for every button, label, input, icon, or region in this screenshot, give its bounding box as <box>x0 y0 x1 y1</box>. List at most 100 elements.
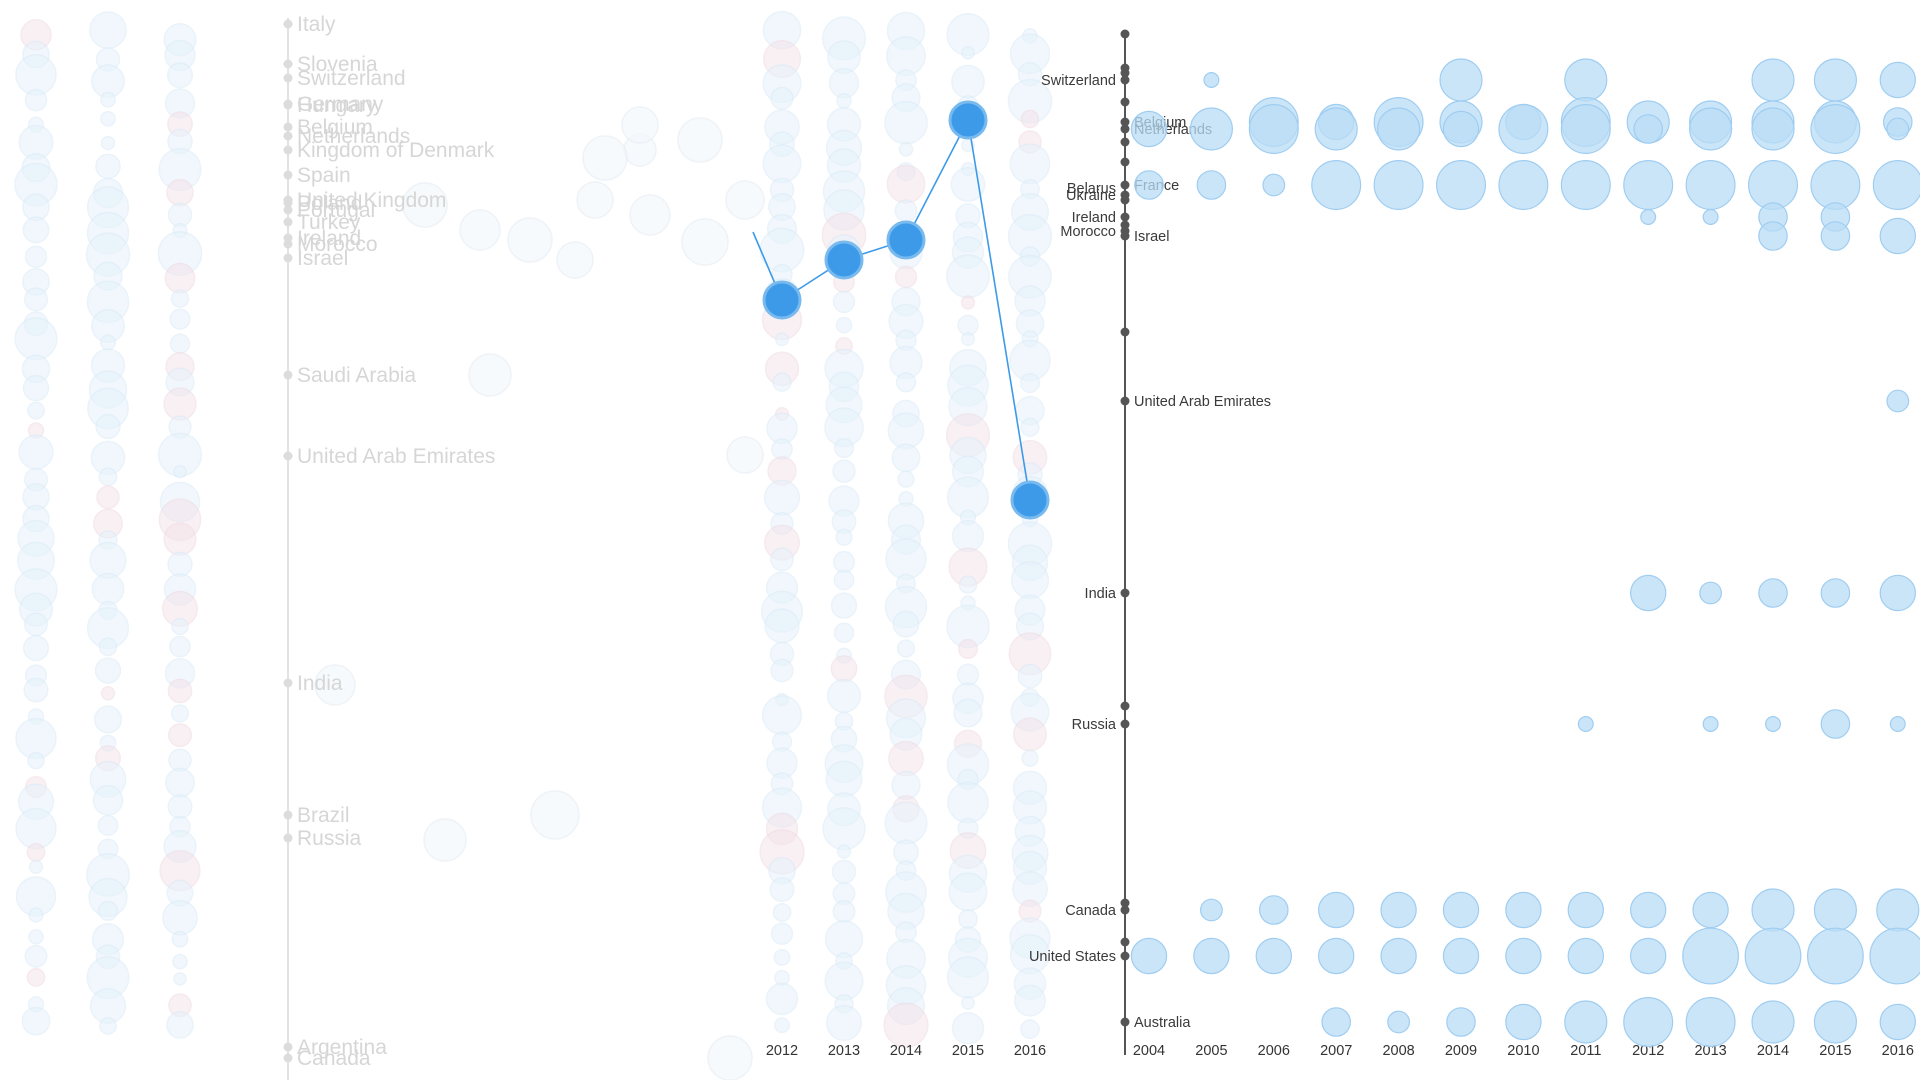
bubble <box>1758 221 1788 251</box>
country-label: United Arab Emirates <box>1134 394 1271 410</box>
bubble <box>1640 209 1657 226</box>
ghost-country-label: Argentina <box>297 1036 387 1059</box>
ghost-bubble <box>835 528 853 546</box>
ghost-bubble <box>948 872 988 912</box>
ghost-bubble <box>774 969 790 986</box>
bubble <box>1685 996 1736 1047</box>
year-label: 2011 <box>1570 1043 1601 1059</box>
ghost-bubble <box>167 551 193 577</box>
bubble <box>1682 927 1739 985</box>
ghost-bubble <box>28 907 44 923</box>
ghost-bubble <box>772 903 792 922</box>
bubble <box>1564 58 1608 102</box>
bubble <box>1820 578 1851 608</box>
bubble <box>1747 160 1798 211</box>
bubble <box>1189 107 1234 151</box>
bubble <box>1886 117 1910 141</box>
axis-dot <box>1120 97 1130 107</box>
bubble <box>1688 107 1733 151</box>
bubble <box>1505 1003 1542 1041</box>
ghost-bubble <box>94 657 122 684</box>
ghost-bubble <box>831 859 857 884</box>
ghost-bubble <box>761 695 803 736</box>
ghost-country-label: Canada <box>297 1047 371 1070</box>
mid-year-label: 2014 <box>890 1043 922 1059</box>
ghost-bubble <box>897 470 915 488</box>
axis-dot <box>1120 29 1130 39</box>
ghost-bubble <box>1019 373 1041 394</box>
ghost-bubble <box>22 635 50 662</box>
ghost-bubble <box>171 617 189 636</box>
ghost-bubble <box>96 485 120 510</box>
ghost-bubble <box>960 295 976 310</box>
year-label: 2008 <box>1382 1043 1414 1059</box>
bubble <box>1196 170 1227 200</box>
ghost-bubble <box>769 876 795 903</box>
ghost-bubble <box>764 608 800 644</box>
ghost-bubble <box>825 760 863 798</box>
ghost-bubble <box>1010 561 1050 600</box>
ghost-axis-dot <box>283 833 293 843</box>
ghost-country-label: Saudi Arabia <box>297 364 416 387</box>
ghost-bubble <box>22 193 50 222</box>
ghost-bubble <box>884 100 928 145</box>
axis-dot <box>1120 231 1130 241</box>
ghost-bubble <box>28 929 44 945</box>
ghost-bubble <box>677 117 723 163</box>
bubble <box>1629 937 1667 975</box>
bubble <box>1879 61 1917 99</box>
bubble <box>1813 1000 1858 1044</box>
country-label: Ireland <box>1072 210 1116 226</box>
year-label: 2012 <box>1632 1043 1664 1059</box>
ghost-country-label: Italy <box>297 13 336 36</box>
bubble <box>1810 160 1861 211</box>
bubble <box>1623 996 1674 1047</box>
ghost-bubble <box>830 655 858 683</box>
ghost-country-label: United Kingdom <box>297 189 446 212</box>
bubble <box>1560 160 1611 211</box>
ghost-bubble <box>772 372 792 392</box>
ghost-bubble <box>26 842 46 862</box>
axis-dot <box>1120 157 1130 167</box>
ghost-country-label: Germany <box>297 93 384 116</box>
ghost-bubble <box>468 353 512 397</box>
ghost-bubble <box>770 658 794 683</box>
ghost-bubble <box>773 948 791 966</box>
bubble <box>1317 937 1355 975</box>
ghost-bubble <box>97 814 119 836</box>
axis-dot <box>1120 951 1130 961</box>
bubble <box>1879 1003 1917 1041</box>
axis-dot <box>1120 212 1130 222</box>
year-label: 2014 <box>1757 1043 1789 1059</box>
ghost-bubble <box>172 953 188 970</box>
year-label: 2010 <box>1507 1043 1539 1059</box>
bubble <box>1879 217 1917 255</box>
ghost-bubble <box>92 784 124 816</box>
axis-dot <box>1120 905 1130 915</box>
ghost-bubble <box>100 110 116 127</box>
bubble <box>1699 581 1722 605</box>
ghost-bubble <box>891 770 921 800</box>
ghost-bubble <box>166 1011 194 1039</box>
ghost-bubble <box>883 1002 929 1048</box>
axis-dot <box>1120 327 1130 337</box>
ghost-bubble <box>771 438 793 460</box>
ghost-bubble <box>947 781 989 824</box>
ghost-bubble <box>833 569 855 591</box>
bubble <box>1380 891 1417 929</box>
ghost-bubble <box>18 434 54 470</box>
ghost-bubble <box>681 218 729 266</box>
bubble <box>1623 160 1674 211</box>
ghost-bubble <box>170 289 190 308</box>
ghost-bubble <box>582 135 628 181</box>
ghost-bubble <box>1021 749 1039 767</box>
ghost-bubble <box>836 844 852 859</box>
axis-dot <box>1120 137 1130 147</box>
year-label: 2004 <box>1133 1043 1165 1059</box>
ghost-bubble <box>556 241 594 279</box>
ghost-bubble <box>24 612 48 637</box>
ghost-bubble <box>726 436 764 474</box>
ghost-bubble <box>98 637 118 657</box>
